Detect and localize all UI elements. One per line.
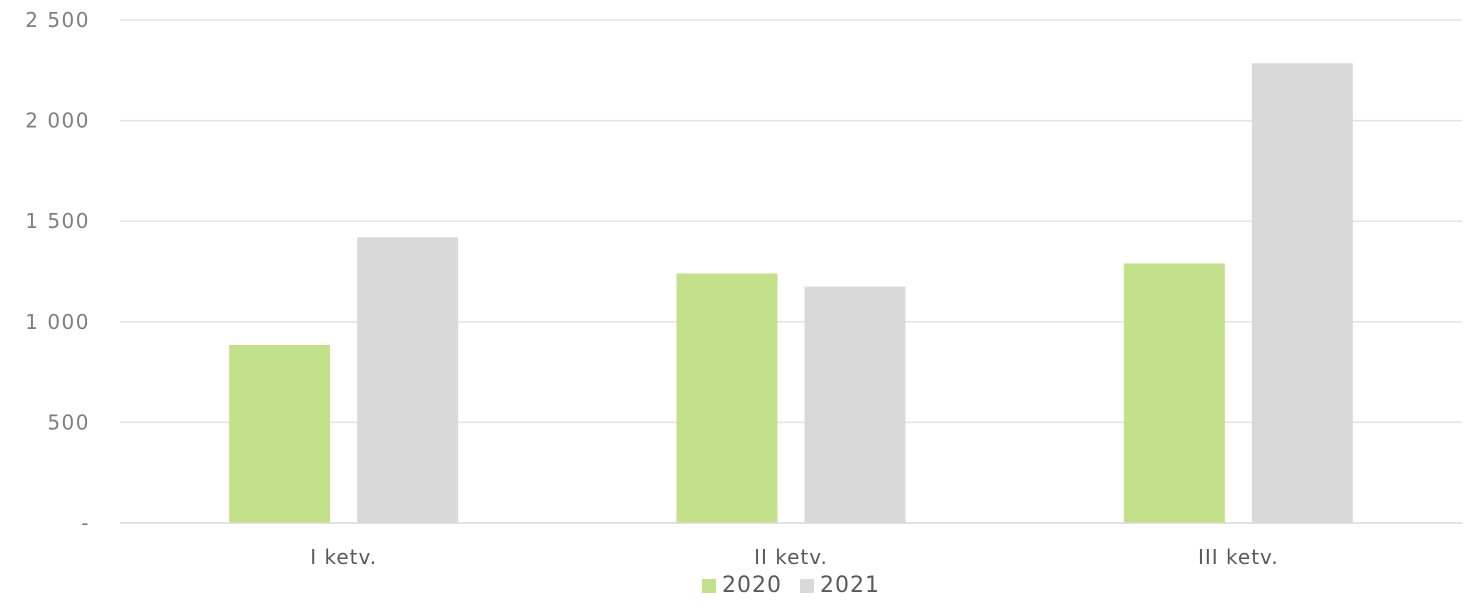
legend-swatch-2020 [702, 579, 716, 593]
x-category-label: II ketv. [754, 545, 828, 569]
y-tick-label: 2 000 [25, 109, 90, 133]
y-tick-label: - [81, 511, 90, 535]
x-category-label: III ketv. [1198, 545, 1279, 569]
bar-2020-2 [676, 273, 778, 523]
legend-label: 2020 [722, 573, 782, 598]
legend: 2020 2021 [702, 573, 880, 598]
bar-2021-1 [357, 237, 459, 523]
bar-2020-3 [1123, 263, 1225, 523]
y-tick-label: 2 500 [25, 8, 90, 32]
legend-swatch-2021 [800, 579, 814, 593]
bar-2020-1 [229, 344, 331, 523]
bar-2021-3 [1251, 63, 1353, 524]
y-tick-label: 1 500 [25, 209, 90, 233]
y-axis-tick-labels: - 500 1 000 1 500 2 000 2 500 [25, 8, 90, 535]
x-category-label: I ketv. [310, 545, 377, 569]
legend-label: 2021 [820, 573, 880, 598]
y-tick-label: 500 [47, 410, 90, 434]
x-axis-category-labels: I ketv. II ketv. III ketv. [310, 545, 1279, 569]
gridlines [120, 19, 1462, 424]
bar-2021-2 [804, 286, 906, 523]
y-tick-label: 1 000 [25, 310, 90, 334]
bars [229, 63, 1353, 524]
